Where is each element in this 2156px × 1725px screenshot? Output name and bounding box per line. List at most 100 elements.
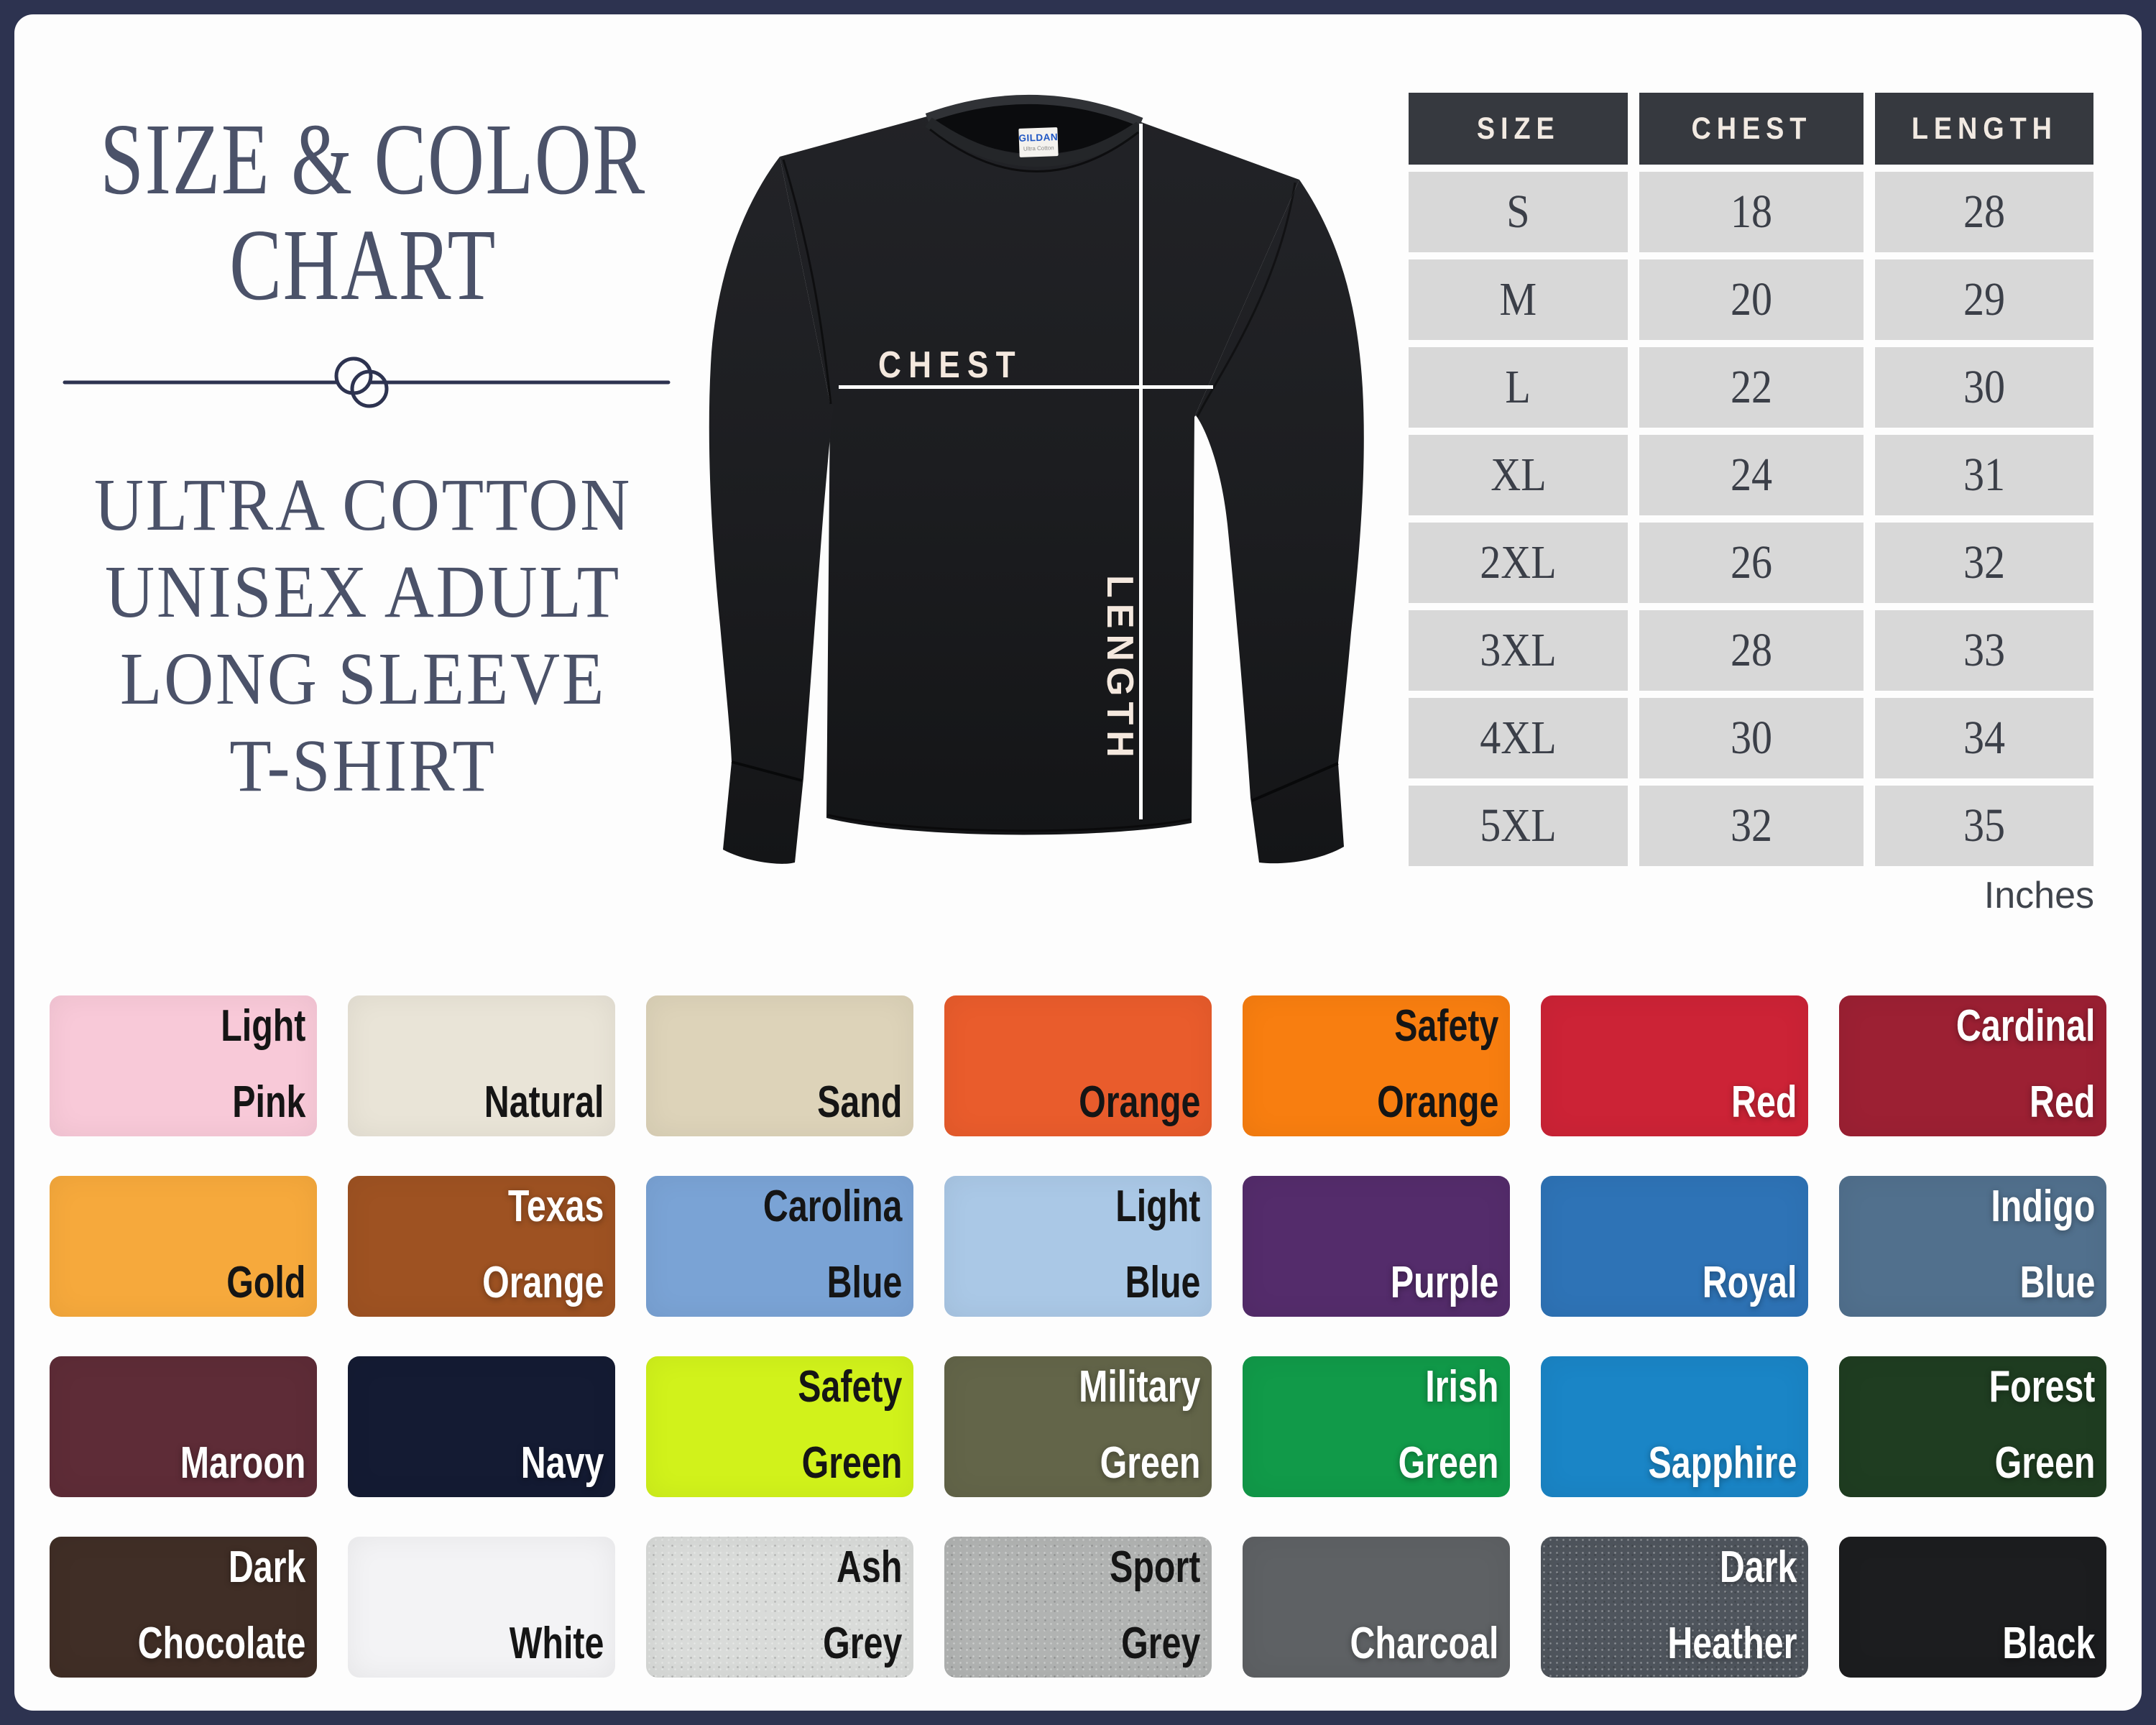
swatch-maroon: Maroon (50, 1356, 317, 1497)
subtitle-line-2: UNISEX ADULT (105, 551, 621, 633)
swatch-label: Forest Green (1989, 1362, 2096, 1488)
swatch-label: Indigo Blue (1991, 1182, 2096, 1307)
table-cell: 33 (1875, 610, 2093, 691)
swatch-forest-green: Forest Green (1839, 1356, 2106, 1497)
swatch-texas-orange: Texas Orange (348, 1176, 615, 1317)
swatch-purple: Purple (1243, 1176, 1510, 1317)
product-subtitle: ULTRA COTTON UNISEX ADULT LONG SLEEVE T-… (49, 461, 677, 809)
table-cell: 24 (1639, 435, 1864, 515)
table-cell: 2XL (1409, 523, 1628, 603)
chest-label: CHEST (878, 344, 1023, 386)
size-table: SIZE CHEST LENGTH S 18 28 M 20 29 L 22 30 XL 24 31 2… (1409, 93, 2094, 866)
swatch-military-green: Military Green (944, 1356, 1212, 1497)
swatch-sport-grey: Sport Grey (944, 1537, 1212, 1678)
column-header-length: LENGTH (1875, 93, 2093, 165)
shirt-body (780, 99, 1299, 835)
column-header-size: SIZE (1409, 93, 1628, 165)
table-cell: L (1409, 347, 1628, 428)
swatch-label: Royal (1702, 1258, 1797, 1307)
length-label: LENGTH (1099, 575, 1141, 763)
units-note: Inches (1984, 875, 2094, 916)
swatch-safety-orange: Safety Orange (1243, 995, 1510, 1136)
swatch-safety-green: Safety Green (646, 1356, 913, 1497)
swatch-label: Orange (1079, 1077, 1201, 1127)
swatch-label: Military Green (1079, 1362, 1201, 1488)
swatch-label: Sport Grey (1110, 1542, 1201, 1668)
swatch-label: Dark Chocolate (137, 1542, 306, 1668)
swatch-label: Purple (1390, 1258, 1499, 1307)
shirt-collar-opening (929, 101, 1140, 155)
table-cell: 35 (1875, 786, 2093, 866)
table-cell: 20 (1639, 259, 1864, 340)
swatch-label: Gold (226, 1258, 306, 1307)
brand-tag-name: GILDAN (1018, 132, 1058, 144)
swatch-dark-heather: Dark Heather (1541, 1537, 1808, 1678)
swatch-label: Dark Heather (1667, 1542, 1797, 1668)
table-cell: M (1409, 259, 1628, 340)
swatch-dark-chocolate: Dark Chocolate (50, 1537, 317, 1678)
swatch-label: Sand (817, 1077, 903, 1127)
swatch-navy: Navy (348, 1356, 615, 1497)
swatch-label: Sapphire (1648, 1438, 1797, 1488)
table-cell: 3XL (1409, 610, 1628, 691)
title-line-1: SIZE & COLOR (100, 102, 646, 216)
table-cell: 26 (1639, 523, 1864, 603)
table-cell: 34 (1875, 698, 2093, 778)
swatch-irish-green: Irish Green (1243, 1356, 1510, 1497)
swatch-carolina-blue: Carolina Blue (646, 1176, 913, 1317)
swatch-label: Red (1731, 1077, 1797, 1127)
shirt-left-sleeve (709, 157, 834, 864)
table-cell: 32 (1639, 786, 1864, 866)
color-swatch-grid: Light Pink Natural Sand Orange Safety Orange Re… (50, 995, 2106, 1678)
swatch-natural: Natural (348, 995, 615, 1136)
table-cell: 5XL (1409, 786, 1628, 866)
swatch-label: Black (2002, 1619, 2096, 1668)
column-header-chest: CHEST (1639, 93, 1864, 165)
brand-tag-sub: Ultra Cotton (1023, 144, 1054, 152)
table-cell: 28 (1639, 610, 1864, 691)
swatch-label: Charcoal (1350, 1619, 1499, 1668)
brand-tag: GILDAN Ultra Cotton (1018, 127, 1059, 157)
swatch-white: White (348, 1537, 615, 1678)
table-cell: 32 (1875, 523, 2093, 603)
table-cell: 4XL (1409, 698, 1628, 778)
swatch-light-pink: Light Pink (50, 995, 317, 1136)
swatch-label: Natural (484, 1077, 604, 1127)
swatch-label: Cardinal Red (1955, 1001, 2096, 1127)
title-line-2: CHART (229, 208, 497, 321)
shirt-right-sleeve (1194, 180, 1364, 864)
swatch-royal: Royal (1541, 1176, 1808, 1317)
subtitle-line-4: T-SHIRT (229, 724, 497, 807)
table-cell: 28 (1875, 172, 2093, 252)
swatch-gold: Gold (50, 1176, 317, 1317)
swatch-red: Red (1541, 995, 1808, 1136)
swatch-indigo-blue: Indigo Blue (1839, 1176, 2106, 1317)
swatch-light-blue: Light Blue (944, 1176, 1212, 1317)
divider-ornament-icon (63, 356, 671, 408)
swatch-label: Light Blue (1115, 1182, 1201, 1307)
table-cell: 29 (1875, 259, 2093, 340)
chest-measure-line (839, 385, 1213, 389)
table-cell: 31 (1875, 435, 2093, 515)
table-cell: S (1409, 172, 1628, 252)
subtitle-line-1: ULTRA COTTON (93, 464, 632, 546)
swatch-label: Light Pink (221, 1001, 306, 1127)
swatch-label: White (509, 1619, 604, 1668)
table-cell: 22 (1639, 347, 1864, 428)
swatch-ash-grey: Ash Grey (646, 1537, 913, 1678)
swatch-cardinal-red: Cardinal Red (1839, 995, 2106, 1136)
swatch-label: Safety Orange (1377, 1001, 1499, 1127)
tshirt-image: GILDAN Ultra Cotton (709, 95, 1364, 864)
swatch-sapphire: Sapphire (1541, 1356, 1808, 1497)
subtitle-line-3: LONG SLEEVE (119, 638, 607, 720)
swatch-orange: Orange (944, 995, 1212, 1136)
swatch-label: Ash Grey (823, 1542, 903, 1668)
length-measure-line (1139, 124, 1143, 819)
swatch-black: Black (1839, 1537, 2106, 1678)
swatch-label: Irish Green (1398, 1362, 1499, 1488)
swatch-label: Maroon (180, 1438, 306, 1488)
swatch-label: Safety Green (798, 1362, 903, 1488)
table-cell: 30 (1639, 698, 1864, 778)
page-title: SIZE & COLOR CHART (100, 102, 646, 321)
